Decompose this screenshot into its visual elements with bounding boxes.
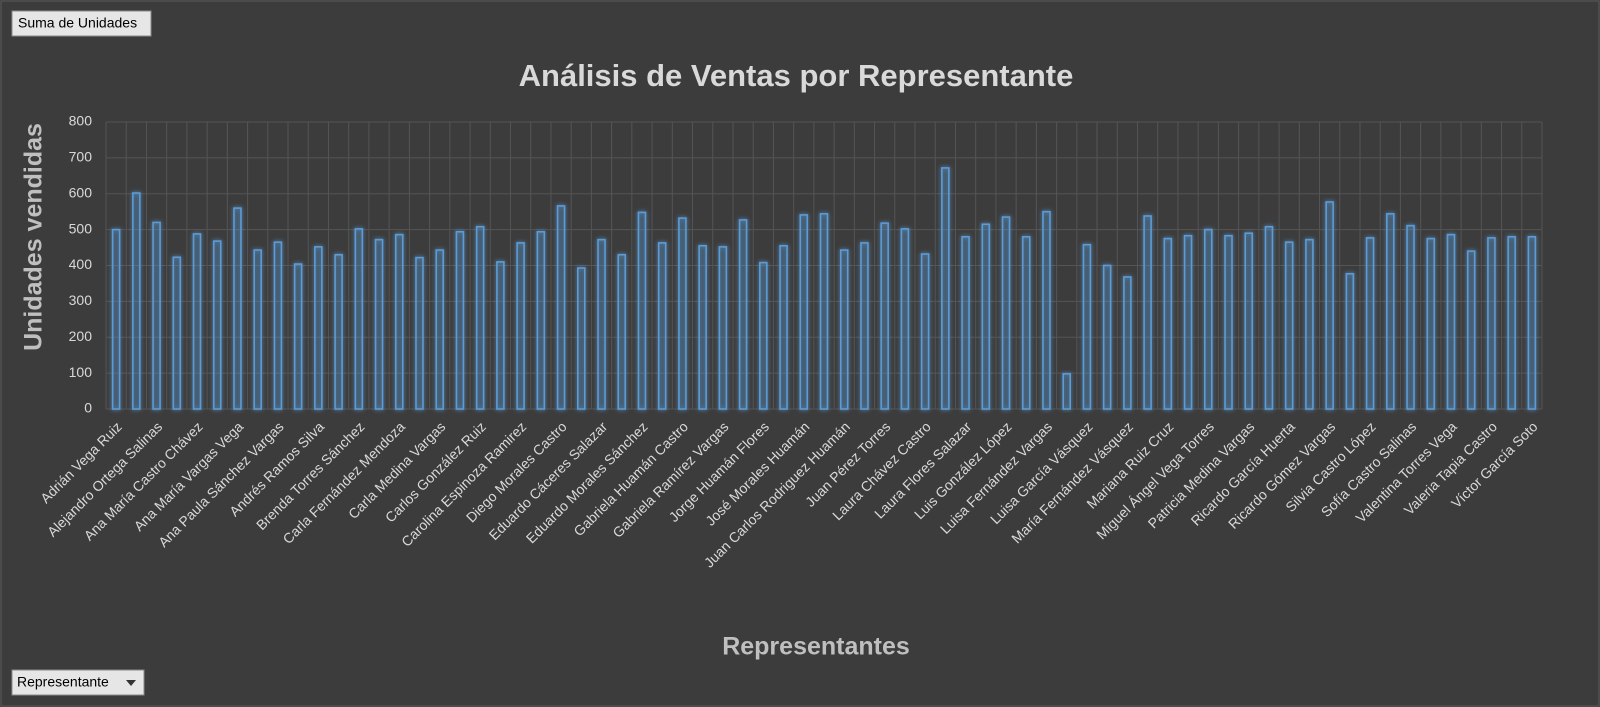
bar (819, 213, 829, 410)
bar (132, 192, 141, 410)
bar (880, 222, 889, 410)
y-axis-title: Unidades vendidas (20, 123, 48, 351)
bar (334, 253, 343, 410)
bar (961, 236, 970, 410)
bar (1446, 233, 1456, 410)
y-tick-label: 200 (69, 328, 93, 344)
bar (253, 249, 262, 410)
bar (617, 253, 627, 410)
bar (597, 238, 606, 410)
bar (718, 246, 728, 410)
bar (192, 233, 202, 410)
bar (212, 240, 222, 410)
bar (1487, 237, 1496, 410)
bar (475, 225, 485, 410)
bar (536, 230, 546, 410)
bar (576, 267, 586, 410)
bar (1345, 272, 1355, 410)
values-button-label: Suma de Unidades (18, 15, 137, 31)
bar (1406, 224, 1415, 410)
bar (839, 249, 849, 410)
bar (1426, 237, 1436, 410)
bar (1143, 215, 1152, 410)
bar (556, 205, 566, 410)
bar (738, 219, 748, 410)
bar (233, 207, 242, 410)
bar (354, 228, 364, 410)
bar (1183, 234, 1193, 410)
bar (415, 256, 424, 410)
bar (1305, 238, 1314, 410)
chart-title: Análisis de Ventas por Representante (519, 58, 1074, 93)
bar (516, 242, 525, 410)
values-button[interactable] (11, 10, 152, 37)
bar (941, 167, 950, 410)
bar (759, 261, 768, 410)
bar (455, 230, 465, 410)
bar (1264, 225, 1274, 410)
bar (172, 256, 182, 410)
bar (1163, 237, 1173, 410)
bar (1325, 201, 1334, 410)
bar (374, 238, 384, 410)
bar (1507, 236, 1516, 410)
bar (779, 244, 788, 410)
bar (1466, 250, 1476, 410)
bar (1021, 236, 1031, 410)
bar (1284, 241, 1294, 410)
bar (920, 253, 930, 410)
y-tick-label: 100 (69, 364, 93, 380)
bar (981, 223, 991, 410)
bar (111, 228, 121, 410)
bar (678, 217, 687, 410)
bar (1224, 234, 1233, 410)
bar (1123, 276, 1132, 410)
bar (435, 249, 445, 410)
bar (900, 228, 910, 410)
bar (394, 233, 404, 410)
y-tick-label: 0 (84, 400, 92, 416)
bar (657, 242, 667, 410)
bar (1042, 210, 1051, 410)
bar (637, 211, 647, 410)
y-tick-label: 700 (69, 149, 93, 165)
y-tick-label: 800 (69, 113, 93, 129)
field-button-label: Representante (17, 674, 109, 690)
bar (496, 261, 505, 410)
bar (1244, 232, 1254, 410)
bar (860, 242, 869, 410)
bar (1001, 216, 1011, 410)
bar (1527, 236, 1537, 410)
bar (314, 246, 323, 410)
bar (1386, 213, 1395, 410)
bar (1102, 264, 1112, 410)
field-button[interactable] (11, 669, 145, 696)
bar (1062, 373, 1072, 410)
bar (1365, 237, 1375, 410)
y-tick-label: 400 (69, 256, 93, 272)
dropdown-arrow (126, 680, 136, 686)
bar (1203, 228, 1213, 410)
bar (273, 241, 283, 410)
bar (1082, 243, 1092, 410)
y-tick-label: 300 (69, 292, 93, 308)
bar (799, 214, 809, 410)
y-tick-label: 600 (69, 184, 93, 200)
bar (152, 221, 161, 410)
y-tick-label: 500 (69, 220, 93, 236)
bar (293, 263, 303, 410)
bar (698, 244, 707, 410)
x-axis-title: Representantes (722, 633, 910, 661)
